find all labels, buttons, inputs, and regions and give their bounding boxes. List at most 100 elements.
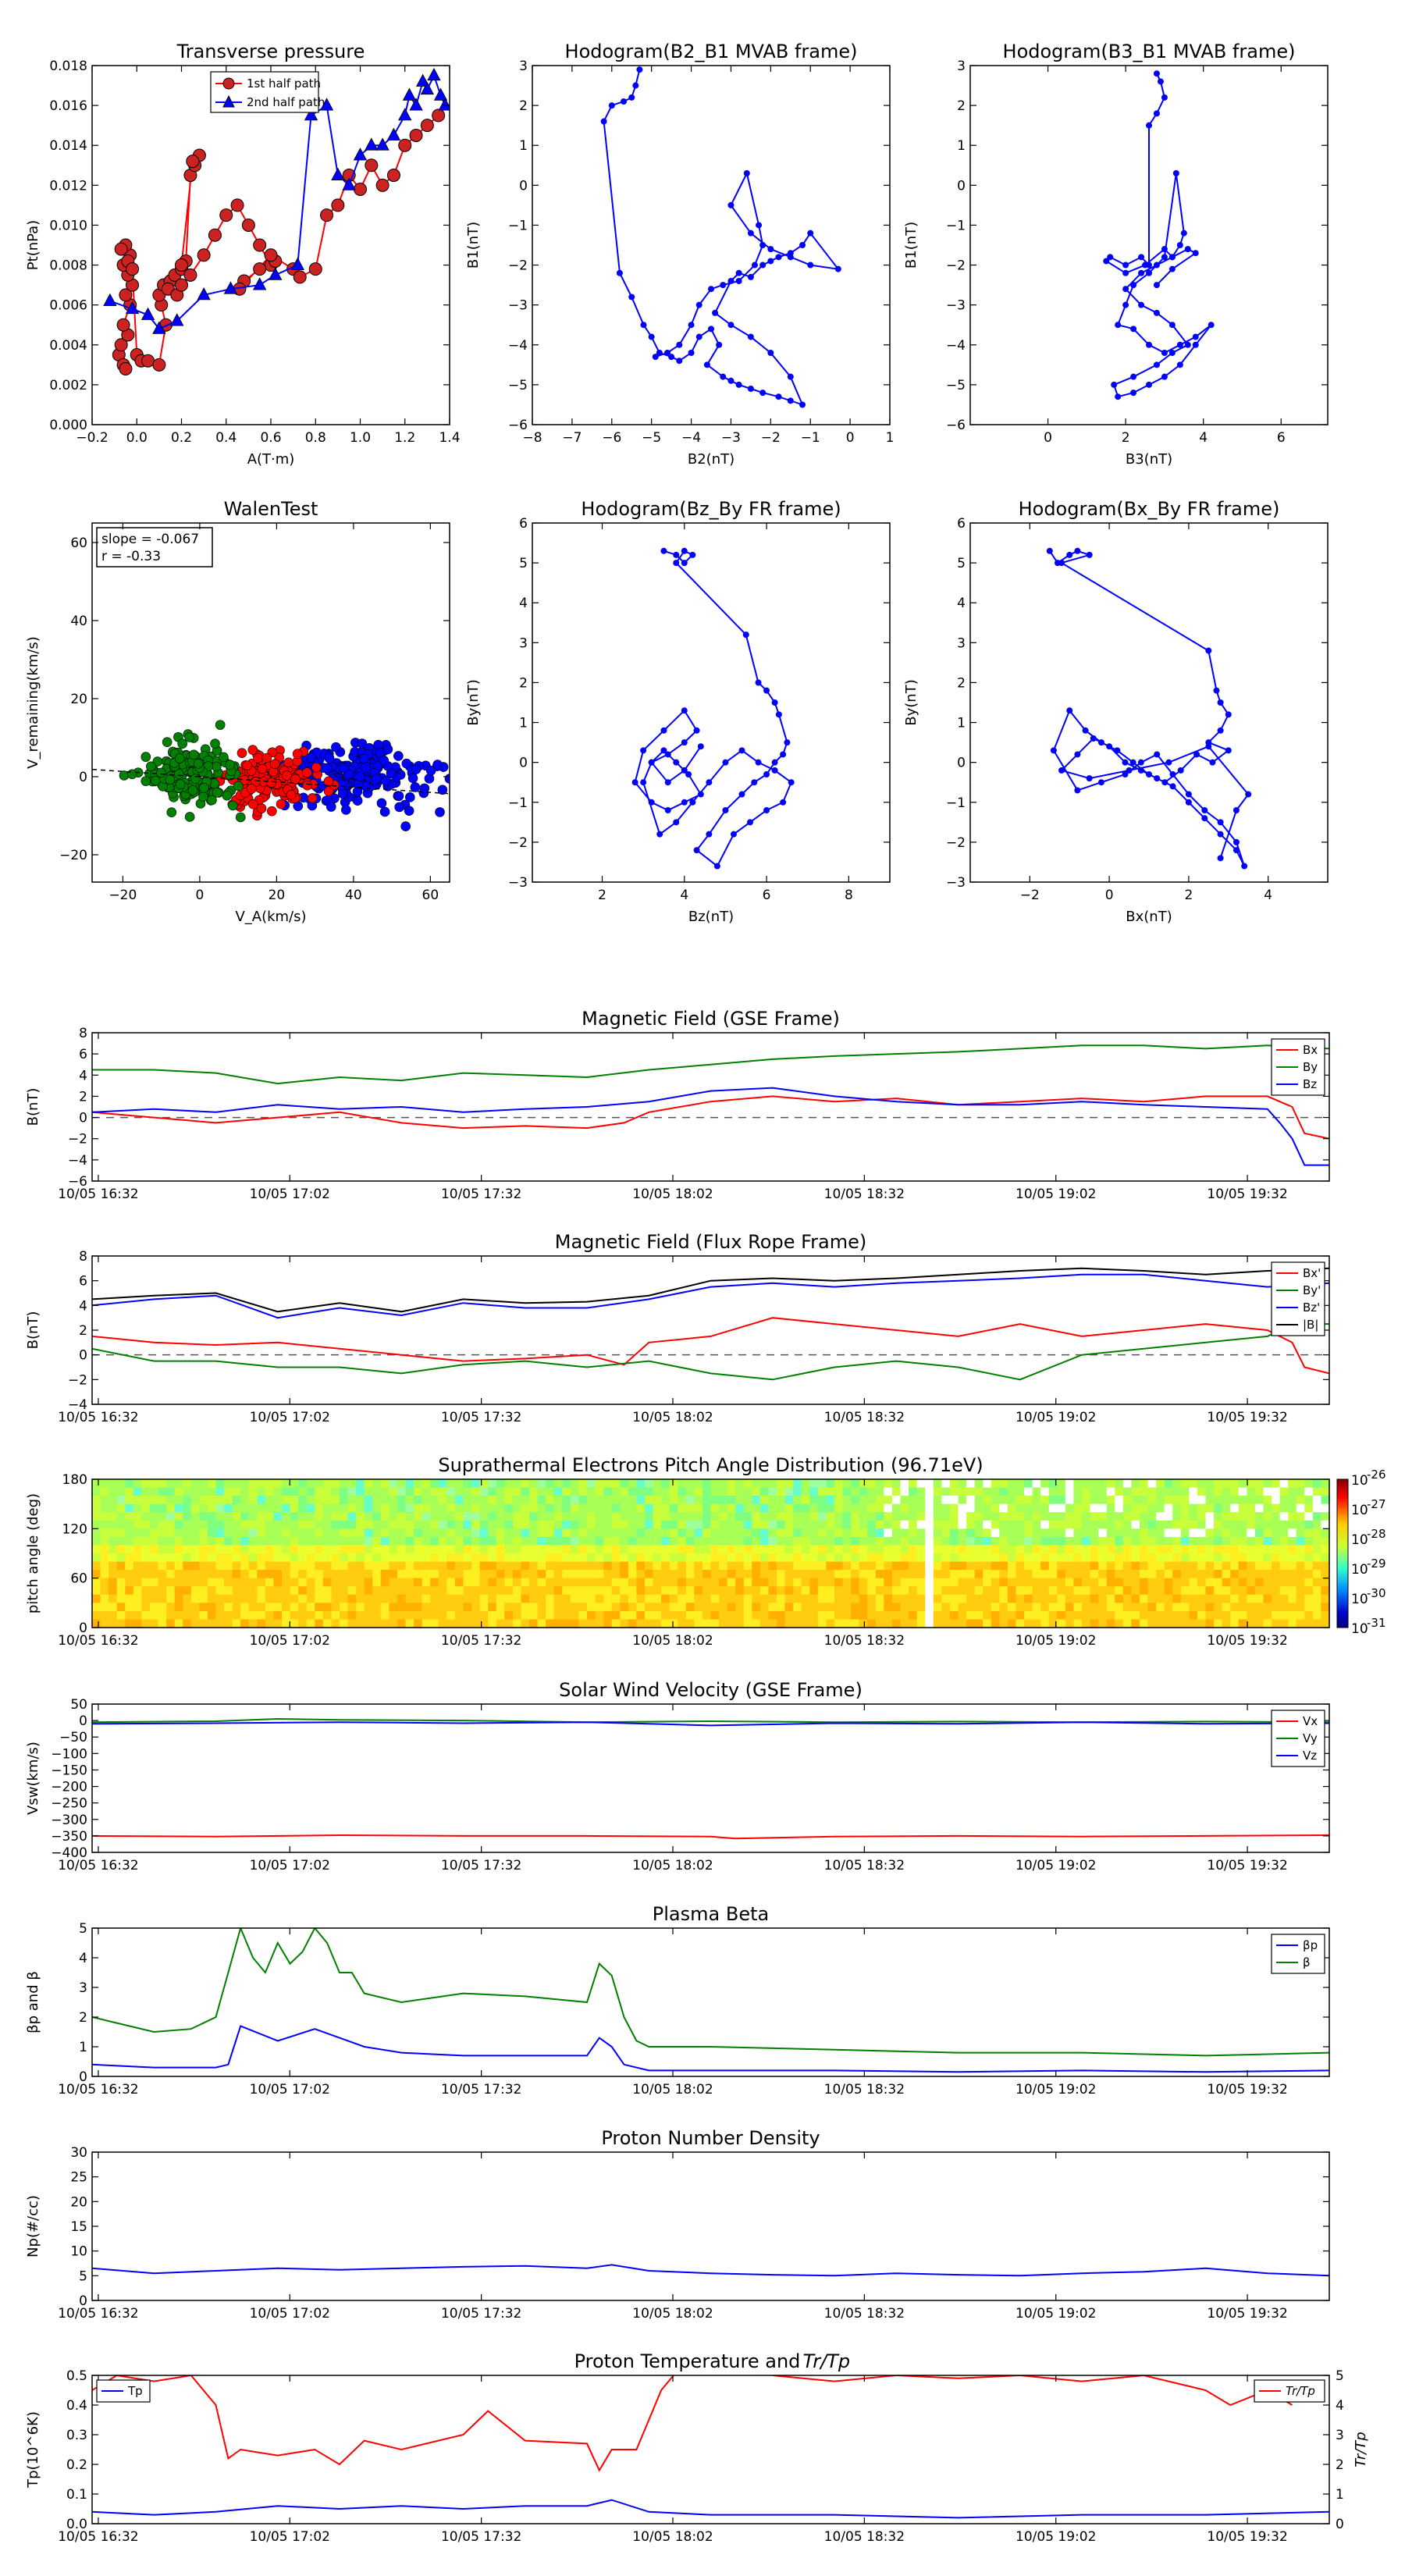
heatmap-cell	[347, 1512, 357, 1521]
heatmap-cell	[546, 1586, 555, 1596]
heatmap-cell	[685, 1520, 695, 1529]
heatmap-cell	[1065, 1619, 1075, 1628]
heatmap-cell	[1197, 1512, 1207, 1521]
heatmap-cell	[504, 1594, 514, 1603]
heatmap-cell	[1296, 1561, 1305, 1571]
heatmap-cell	[1214, 1512, 1223, 1521]
heatmap-cell	[636, 1545, 646, 1554]
heatmap-cell	[207, 1479, 217, 1489]
heatmap-cell	[900, 1594, 909, 1603]
heatmap-cell	[537, 1619, 546, 1628]
heatmap-cell	[562, 1594, 571, 1603]
heatmap-cell	[1238, 1586, 1247, 1596]
heatmap-cell	[1007, 1503, 1017, 1513]
heatmap-cell	[133, 1528, 142, 1538]
scatter-point	[325, 802, 336, 812]
heatmap-cell	[1321, 1520, 1330, 1529]
y-tick-label: 0	[79, 770, 87, 785]
heatmap-cell	[479, 1479, 489, 1489]
data-point	[264, 248, 278, 262]
heatmap-cell	[941, 1528, 951, 1538]
heatmap-cell	[116, 1536, 126, 1546]
heatmap-cell	[537, 1586, 546, 1596]
heatmap-cell	[166, 1619, 176, 1628]
y-tick-label: −2	[946, 835, 966, 851]
heatmap-cell	[678, 1578, 687, 1587]
data-point	[1130, 326, 1137, 333]
heatmap-cell	[298, 1487, 308, 1496]
heatmap-cell	[1016, 1603, 1025, 1612]
heatmap-cell	[587, 1536, 596, 1546]
heatmap-cell	[933, 1503, 942, 1513]
heatmap-cell	[240, 1570, 250, 1579]
heatmap-cell	[463, 1578, 472, 1587]
heatmap-cell	[347, 1528, 357, 1538]
heatmap-cell	[653, 1545, 662, 1554]
heatmap-cell	[149, 1496, 159, 1505]
heatmap-cell	[446, 1603, 456, 1612]
series-line	[92, 2499, 1329, 2519]
heatmap-cell	[793, 1479, 802, 1489]
x-tick-label: 1.4	[439, 430, 460, 446]
heatmap-cell	[1065, 1578, 1075, 1587]
heatmap-cell	[1131, 1528, 1140, 1538]
data-point	[1138, 269, 1145, 276]
heatmap-cell	[496, 1610, 505, 1621]
heatmap-cell	[958, 1594, 967, 1603]
heatmap-cell	[158, 1520, 167, 1529]
heatmap-cell	[248, 1528, 258, 1538]
heatmap-cell	[1139, 1545, 1149, 1554]
heatmap-cell	[842, 1610, 852, 1621]
heatmap-cell	[1288, 1561, 1297, 1571]
heatmap-cell	[851, 1528, 860, 1538]
y-tick-label: −2	[946, 258, 966, 274]
heatmap-cell	[826, 1496, 835, 1505]
heatmap-cell	[1082, 1610, 1091, 1621]
heatmap-cell	[603, 1520, 613, 1529]
heatmap-cell	[1189, 1561, 1198, 1571]
x-tick-label: 6	[1277, 430, 1286, 446]
heatmap-cell	[454, 1561, 464, 1571]
heatmap-cell	[1222, 1479, 1231, 1489]
heatmap-cell	[282, 1619, 291, 1628]
heatmap-cell	[183, 1496, 192, 1505]
heatmap-cell	[884, 1586, 893, 1596]
heatmap-cell	[306, 1561, 315, 1571]
heatmap-cell	[282, 1520, 291, 1529]
heatmap-cell	[999, 1536, 1008, 1546]
heatmap-cell	[628, 1603, 637, 1612]
heatmap-cell	[661, 1578, 670, 1587]
heatmap-cell	[166, 1578, 176, 1587]
heatmap-cell	[628, 1619, 637, 1628]
scatter-point	[425, 765, 436, 776]
heatmap-cell	[257, 1610, 266, 1621]
data-point	[780, 751, 787, 758]
heatmap-cell	[644, 1594, 654, 1603]
scatter-point	[379, 806, 390, 817]
data-point	[1142, 262, 1149, 269]
heatmap-cell	[817, 1512, 827, 1521]
heatmap-cell	[909, 1496, 918, 1505]
heatmap-cell	[174, 1536, 183, 1546]
heatmap-cell	[644, 1479, 654, 1489]
y2-tick-label: 1	[1336, 2487, 1344, 2503]
heatmap-cell	[1214, 1545, 1223, 1554]
heatmap-cell	[1090, 1610, 1099, 1621]
heatmap-cell	[1147, 1503, 1157, 1513]
legend-box	[1271, 1261, 1325, 1336]
heatmap-cell	[678, 1594, 687, 1603]
heatmap-cell	[1147, 1561, 1157, 1571]
heatmap-cell	[735, 1553, 745, 1563]
heatmap-cell	[694, 1578, 703, 1587]
heatmap-cell	[636, 1594, 646, 1603]
heatmap-cell	[1296, 1487, 1305, 1496]
heatmap-cell	[851, 1570, 860, 1579]
heatmap-cell	[719, 1619, 728, 1628]
heatmap-cell	[496, 1553, 505, 1563]
data-point	[365, 158, 379, 173]
heatmap-cell	[578, 1479, 588, 1489]
heatmap-cell	[875, 1586, 884, 1596]
heatmap-cell	[595, 1603, 604, 1612]
heatmap-cell	[1304, 1619, 1314, 1628]
heatmap-cell	[372, 1594, 382, 1603]
